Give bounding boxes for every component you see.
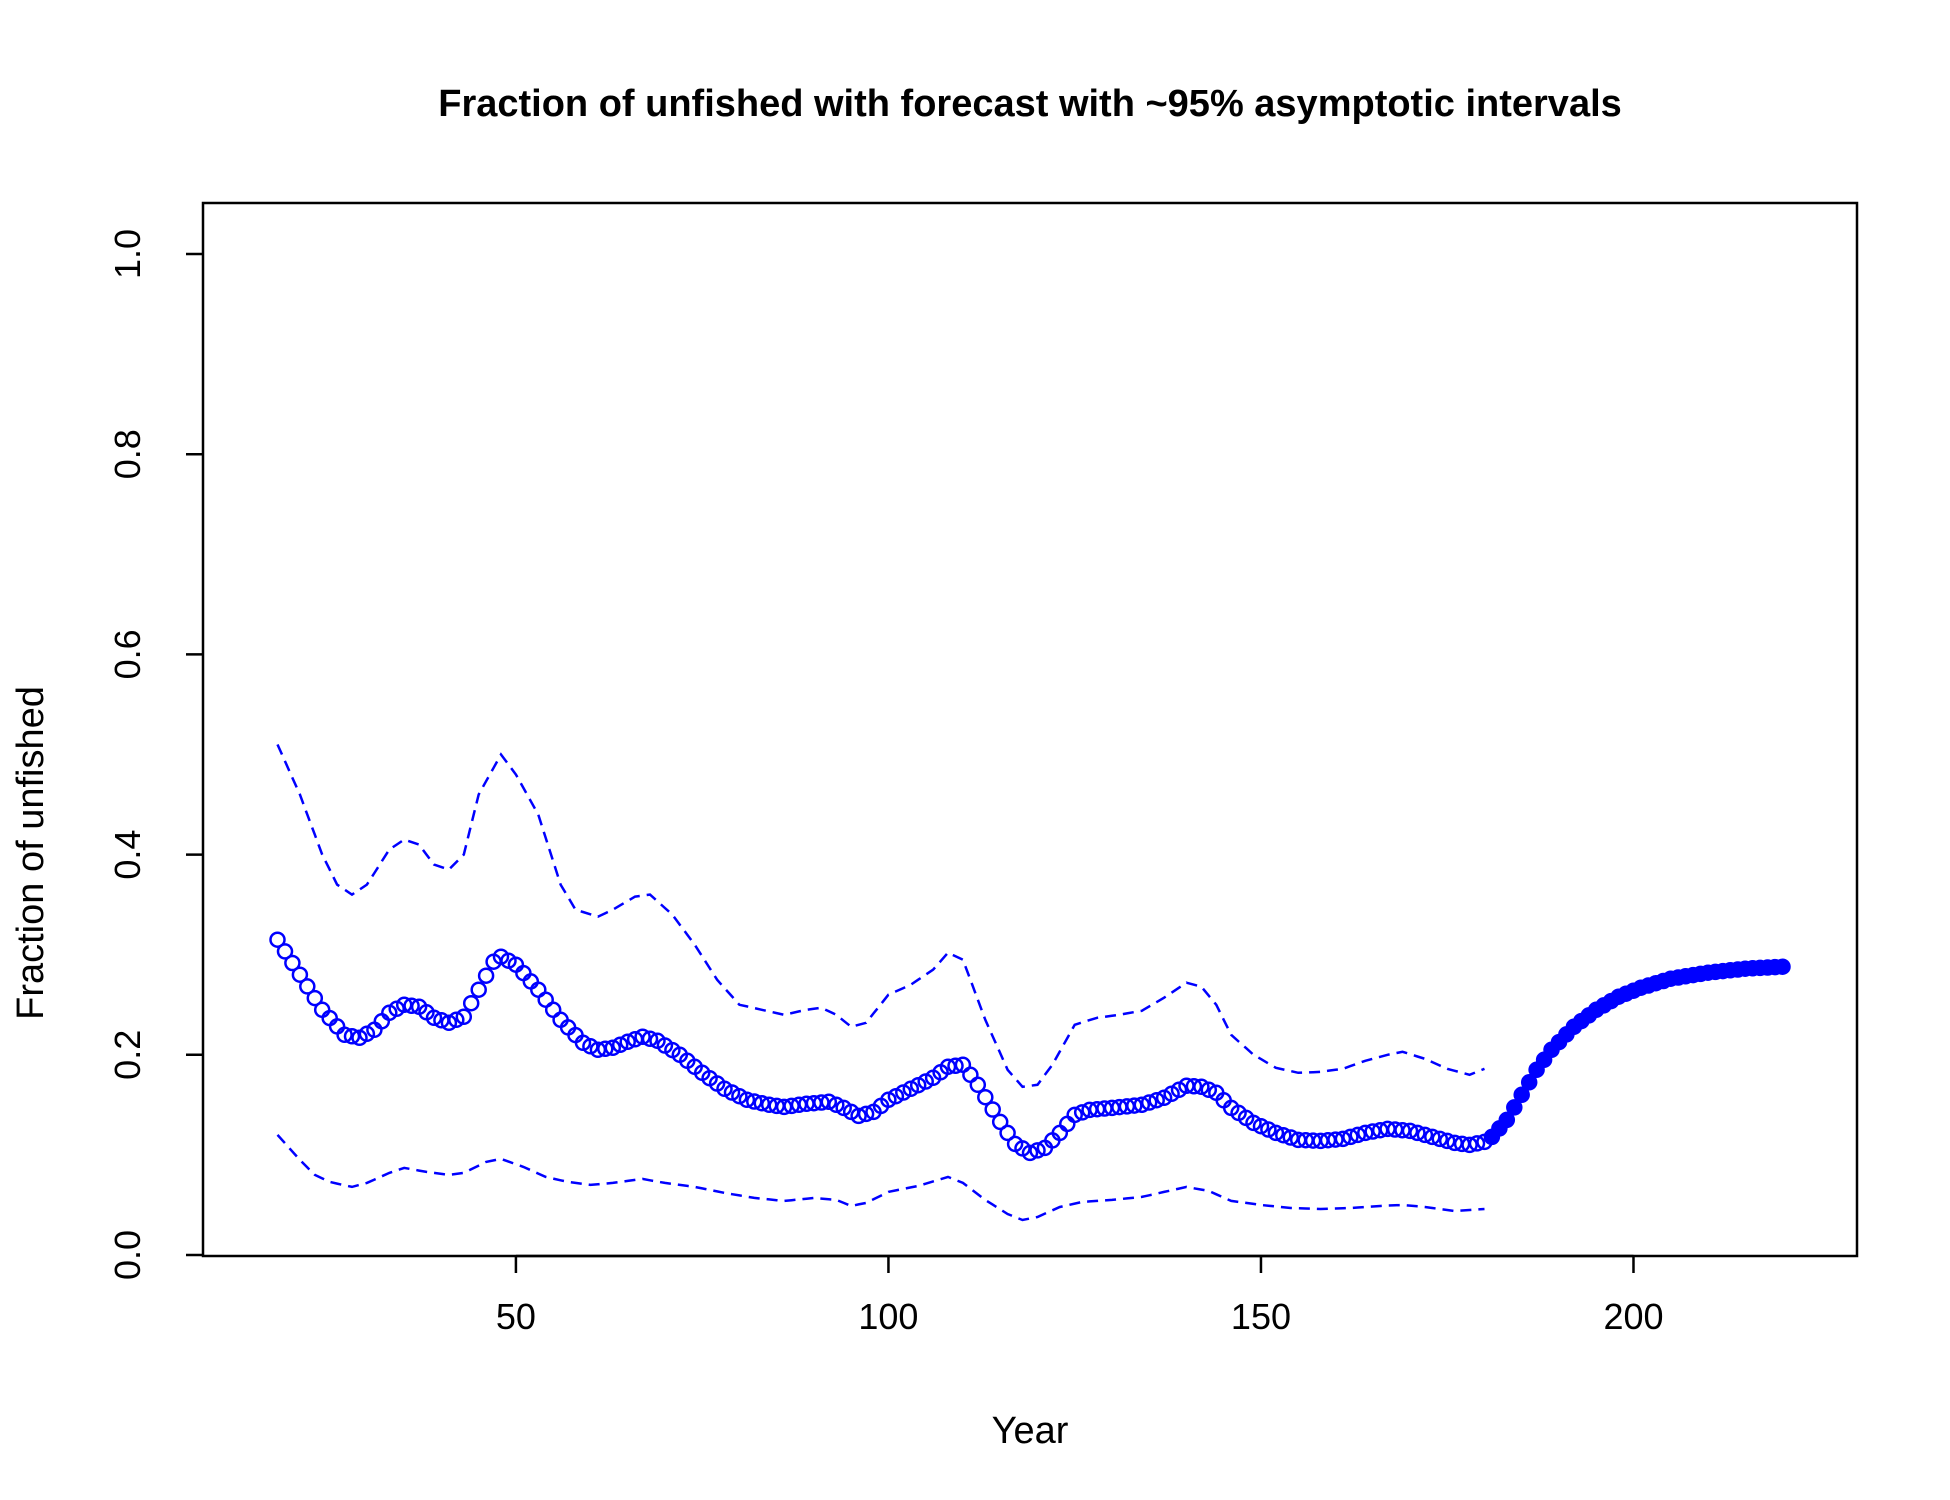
estimate-point (455, 1008, 473, 1026)
estimate-point (1342, 1128, 1359, 1146)
estimate-point (641, 1030, 659, 1048)
estimate-point (604, 1039, 622, 1057)
estimate-point (999, 1124, 1016, 1142)
estimate-point (1357, 1124, 1374, 1142)
y-tick-label: 0.2 (107, 1030, 148, 1080)
x-tick-label: 100 (858, 1296, 918, 1337)
estimate-point (1334, 1130, 1352, 1148)
estimate-point (1267, 1124, 1285, 1142)
estimate-point (1193, 1078, 1210, 1096)
y-tick-label: 0.6 (107, 629, 148, 679)
estimate-point (962, 1066, 979, 1084)
estimate-point (1185, 1078, 1203, 1095)
estimate-point (619, 1033, 636, 1051)
estimate-point (1245, 1114, 1262, 1132)
chart-title: Fraction of unfished with forecast with … (438, 83, 1622, 125)
estimate-point (634, 1028, 651, 1046)
y-tick-label: 0.4 (107, 830, 148, 880)
estimate-point (1140, 1094, 1158, 1111)
estimate-point (850, 1107, 867, 1125)
estimate-point (1021, 1144, 1039, 1162)
estimate-point (448, 1011, 465, 1029)
estimate-point (1409, 1124, 1426, 1142)
y-tick-label: 0.0 (107, 1230, 148, 1280)
estimate-point (1066, 1106, 1083, 1124)
estimate-point (1438, 1132, 1456, 1150)
y-axis-label: Fraction of unfished (10, 686, 52, 1020)
estimate-point (1148, 1091, 1165, 1109)
estimate-point (1282, 1129, 1300, 1146)
estimate-point (1431, 1130, 1449, 1148)
estimate-point (1126, 1097, 1143, 1114)
x-axis-label: Year (992, 1410, 1069, 1452)
estimate-point (857, 1105, 875, 1123)
estimate-point (284, 954, 301, 972)
estimate-point (1327, 1131, 1344, 1148)
estimate-point (462, 994, 480, 1012)
estimate-point (306, 989, 324, 1007)
estimate-point (753, 1094, 771, 1112)
estimate-point (1073, 1104, 1091, 1121)
estimate-point (276, 943, 294, 960)
estimate-point (336, 1026, 353, 1044)
estimate-point (1260, 1121, 1277, 1138)
estimate-point (984, 1101, 1001, 1118)
estimate-point (1461, 1136, 1478, 1154)
estimate-point (1424, 1128, 1441, 1146)
estimate-point (611, 1036, 629, 1054)
estimate-point (544, 1001, 562, 1019)
estimate-point (470, 981, 487, 998)
estimate-point (425, 1009, 443, 1027)
estimate-point (1133, 1096, 1151, 1114)
estimate-point (477, 967, 495, 984)
estimate-point (403, 997, 420, 1015)
x-tick-label: 150 (1231, 1296, 1291, 1337)
estimate-point (820, 1093, 838, 1111)
estimate-point (991, 1113, 1009, 1131)
estimate-point (947, 1057, 964, 1075)
estimate-point (1275, 1126, 1292, 1144)
estimate-point (1252, 1117, 1270, 1135)
estimate-point (269, 931, 286, 948)
estimate-point (1364, 1123, 1381, 1140)
x-tick-label: 200 (1603, 1296, 1663, 1337)
lower-interval-line (276, 1134, 1485, 1222)
estimate-point (440, 1014, 458, 1032)
estimate-point (582, 1038, 599, 1055)
plot-area: 50 100 150 200 0.0 0.2 0.4 0.6 0.8 1.0 (107, 201, 1859, 1337)
estimate-point (1401, 1122, 1419, 1140)
forecast-point (1498, 1111, 1516, 1129)
estimate-point (1468, 1135, 1486, 1152)
estimate-point (746, 1093, 763, 1110)
estimate-point (1029, 1142, 1046, 1159)
estimate-point (291, 966, 309, 983)
estimate-point (299, 978, 316, 995)
forecast-point (1774, 958, 1791, 975)
estimate-point (969, 1076, 987, 1094)
estimate-point (1416, 1126, 1434, 1144)
forecast-point (1506, 1099, 1523, 1116)
estimate-point (1200, 1081, 1218, 1099)
estimate-point (597, 1040, 614, 1058)
x-tick-label: 50 (496, 1296, 536, 1337)
forecast-point (1513, 1086, 1530, 1104)
estimate-point (1394, 1121, 1411, 1139)
estimate-point (1059, 1115, 1076, 1133)
estimate-point (828, 1096, 845, 1114)
y-tick-label: 1.0 (107, 229, 148, 279)
estimate-point (1349, 1126, 1367, 1144)
estimate-point (343, 1028, 361, 1045)
estimate-point (738, 1091, 756, 1109)
y-tick-label: 0.8 (107, 429, 148, 479)
plot-frame (201, 201, 1859, 1258)
estimate-point (977, 1088, 994, 1106)
forecast-point (1520, 1074, 1538, 1091)
upper-interval-line (276, 743, 1485, 1089)
